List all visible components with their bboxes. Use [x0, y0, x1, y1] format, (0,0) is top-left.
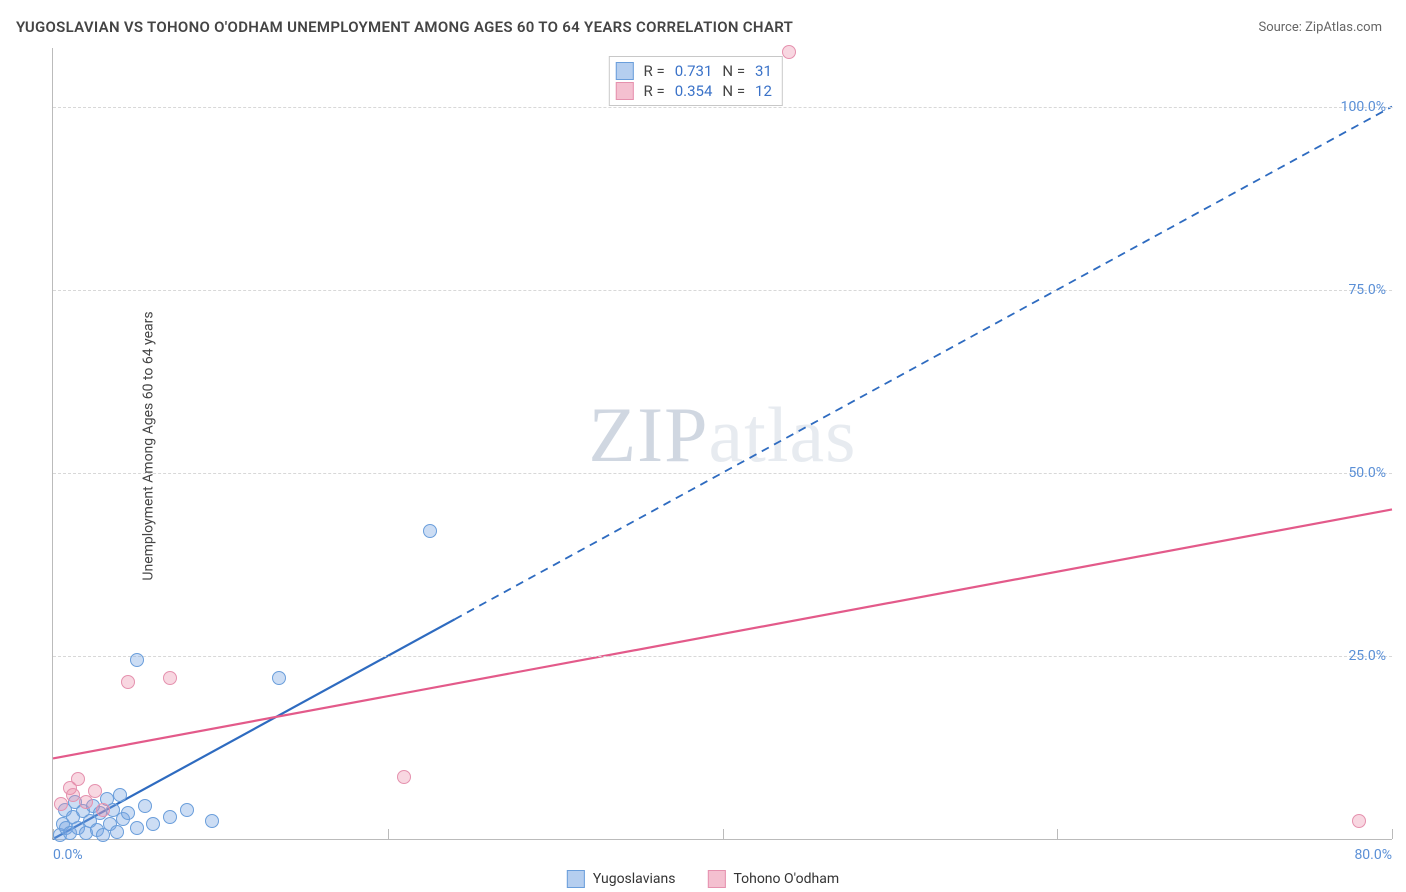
trend-lines-layer: [53, 48, 1392, 839]
y-tick-label: 100.0%: [1341, 99, 1386, 115]
grid-line-h: [53, 107, 1392, 108]
scatter-point: [423, 524, 437, 538]
plot-area: ZIPatlas R = 0.731 N = 31 R = 0.354 N = …: [52, 48, 1392, 840]
scatter-point: [54, 797, 68, 811]
x-tick: [723, 829, 724, 839]
legend-r-label: R =: [644, 82, 665, 100]
legend-swatch-yugoslavians: [567, 870, 585, 888]
legend-r-label: R =: [644, 62, 665, 80]
legend-n-label: N =: [722, 62, 745, 80]
grid-line-h: [53, 473, 1392, 474]
trend-line-tohono-o-odham: [53, 509, 1392, 758]
x-tick: [1057, 829, 1058, 839]
scatter-point: [113, 788, 127, 802]
watermark-atlas: atlas: [709, 391, 857, 478]
trend-line-dashed-yugoslavians: [455, 107, 1392, 620]
legend-n-value: 12: [755, 82, 772, 100]
watermark-zip: ZIP: [589, 391, 709, 478]
scatter-point: [1352, 814, 1366, 828]
scatter-point: [163, 671, 177, 685]
scatter-point: [272, 671, 286, 685]
correlation-chart: YUGOSLAVIAN VS TOHONO O'ODHAM UNEMPLOYME…: [0, 0, 1406, 892]
y-tick-label: 25.0%: [1348, 648, 1386, 664]
scatter-point: [121, 806, 135, 820]
scatter-point: [121, 675, 135, 689]
legend-label: Yugoslavians: [593, 871, 676, 887]
legend-swatch-tohono: [707, 870, 725, 888]
x-tick: [388, 829, 389, 839]
scatter-point: [130, 821, 144, 835]
grid-line-h: [53, 290, 1392, 291]
scatter-point: [110, 825, 124, 839]
scatter-point: [397, 770, 411, 784]
legend-swatch-yugoslavians: [616, 62, 634, 80]
legend-stats-row: R = 0.354 N = 12: [616, 81, 772, 101]
scatter-point: [138, 799, 152, 813]
y-tick-label: 75.0%: [1348, 282, 1386, 298]
legend-r-value: 0.354: [675, 82, 713, 100]
grid-line-h: [53, 656, 1392, 657]
legend-item-tohono: Tohono O'odham: [707, 870, 839, 888]
x-tick: [1392, 829, 1393, 839]
x-tick-label: 80.0%: [1354, 847, 1392, 863]
x-tick-label: 0.0%: [53, 847, 83, 863]
scatter-point: [205, 814, 219, 828]
legend-stats: R = 0.731 N = 31 R = 0.354 N = 12: [609, 56, 783, 106]
legend-n-value: 31: [755, 62, 772, 80]
y-tick-label: 50.0%: [1348, 465, 1386, 481]
scatter-point: [66, 788, 80, 802]
chart-title: YUGOSLAVIAN VS TOHONO O'ODHAM UNEMPLOYME…: [16, 18, 793, 36]
legend-label: Tohono O'odham: [733, 871, 839, 887]
scatter-point: [180, 803, 194, 817]
scatter-point: [96, 803, 110, 817]
scatter-point: [146, 817, 160, 831]
legend-n-label: N =: [722, 82, 745, 100]
legend-series: Yugoslavians Tohono O'odham: [567, 870, 839, 888]
scatter-point: [782, 45, 796, 59]
scatter-point: [88, 784, 102, 798]
watermark: ZIPatlas: [589, 390, 857, 480]
legend-item-yugoslavians: Yugoslavians: [567, 870, 676, 888]
legend-stats-row: R = 0.731 N = 31: [616, 61, 772, 81]
scatter-point: [163, 810, 177, 824]
source-label: Source: ZipAtlas.com: [1258, 20, 1382, 35]
scatter-point: [71, 772, 85, 786]
legend-swatch-tohono: [616, 82, 634, 100]
scatter-point: [130, 653, 144, 667]
legend-r-value: 0.731: [675, 62, 713, 80]
